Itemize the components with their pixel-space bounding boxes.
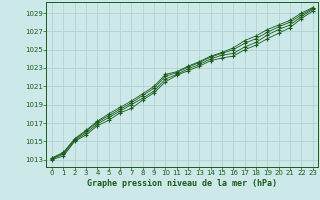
X-axis label: Graphe pression niveau de la mer (hPa): Graphe pression niveau de la mer (hPa) (87, 179, 277, 188)
